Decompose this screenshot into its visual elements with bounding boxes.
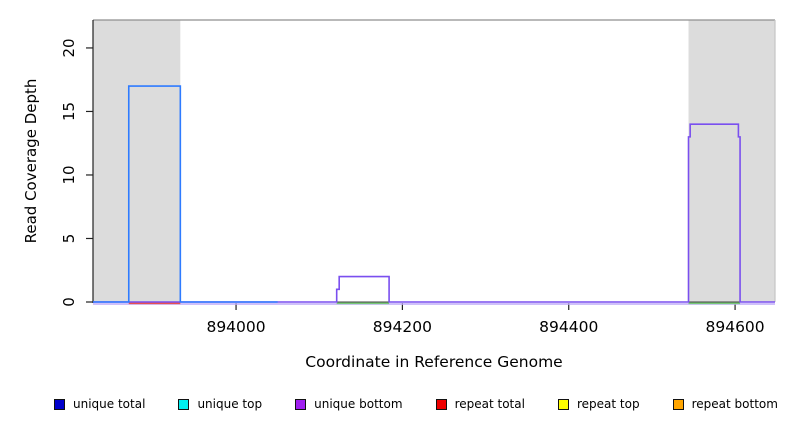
legend-item-unique-bottom: unique bottom (295, 397, 403, 411)
x-tick-label: 894000 (206, 318, 265, 336)
series-unique-total (93, 85, 278, 303)
legend-item-unique-top: unique top (178, 397, 262, 411)
y-tick-label: 20 (60, 38, 78, 57)
legend-label-unique-top: unique top (197, 397, 263, 411)
y-tick-label: 5 (60, 234, 78, 244)
legend-swatch-unique-top (178, 398, 190, 410)
legend-swatch-repeat-top (557, 398, 569, 410)
legend-item-repeat-bottom: repeat bottom (672, 397, 778, 411)
legend-item-repeat-total: repeat total (435, 397, 525, 411)
x-tick-label: 894200 (373, 318, 432, 336)
y-axis-title: Read Coverage Depth (22, 78, 40, 244)
y-tick-label: 0 (60, 297, 78, 307)
x-tick-label: 894400 (539, 318, 598, 336)
plot-legend: unique total unique top unique bottom repea… (54, 397, 778, 411)
y-tick-label: 10 (60, 165, 78, 184)
legend-label-unique-bottom: unique bottom (314, 397, 403, 411)
legend-item-unique-total: unique total (54, 397, 145, 411)
legend-label-unique-total: unique total (73, 397, 146, 411)
legend-swatch-repeat-bottom (672, 398, 684, 410)
x-axis-title: Coordinate in Reference Genome (305, 353, 563, 371)
legend-label-repeat-total: repeat total (454, 397, 525, 411)
series-unique-bottom (93, 123, 775, 303)
left-shaded-region (93, 20, 181, 302)
legend-swatch-unique-total (54, 398, 65, 410)
legend-swatch-unique-bottom (295, 398, 307, 410)
legend-item-repeat-top: repeat top (557, 397, 640, 411)
y-tick-label: 15 (60, 102, 78, 121)
legend-label-repeat-top: repeat top (576, 397, 640, 411)
legend-swatch-repeat-total (435, 398, 447, 410)
right-shaded-region (688, 20, 775, 302)
x-tick-label: 894600 (705, 318, 764, 336)
legend-label-repeat-bottom: repeat bottom (691, 397, 778, 411)
